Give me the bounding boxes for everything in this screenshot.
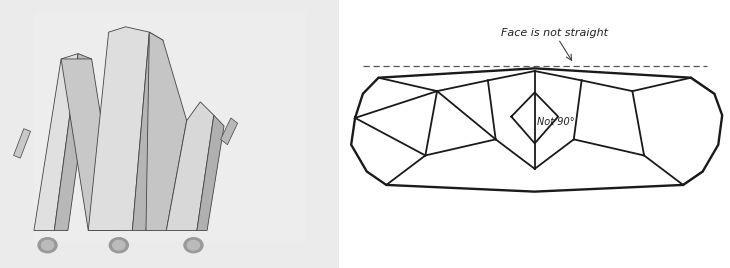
Polygon shape — [166, 102, 214, 230]
Polygon shape — [14, 129, 31, 158]
Circle shape — [112, 240, 125, 250]
Polygon shape — [220, 118, 238, 145]
Bar — [34, 13, 306, 241]
Circle shape — [110, 238, 128, 253]
Circle shape — [188, 240, 199, 250]
Polygon shape — [197, 115, 224, 230]
Polygon shape — [61, 59, 119, 230]
Polygon shape — [34, 54, 78, 230]
Polygon shape — [146, 32, 187, 230]
Text: Not 90°: Not 90° — [537, 117, 575, 127]
Polygon shape — [132, 32, 163, 230]
Circle shape — [42, 240, 53, 250]
Circle shape — [38, 238, 57, 253]
Polygon shape — [54, 54, 92, 230]
Circle shape — [184, 238, 203, 253]
Polygon shape — [88, 27, 150, 230]
Text: Face is not straight: Face is not straight — [501, 28, 608, 39]
